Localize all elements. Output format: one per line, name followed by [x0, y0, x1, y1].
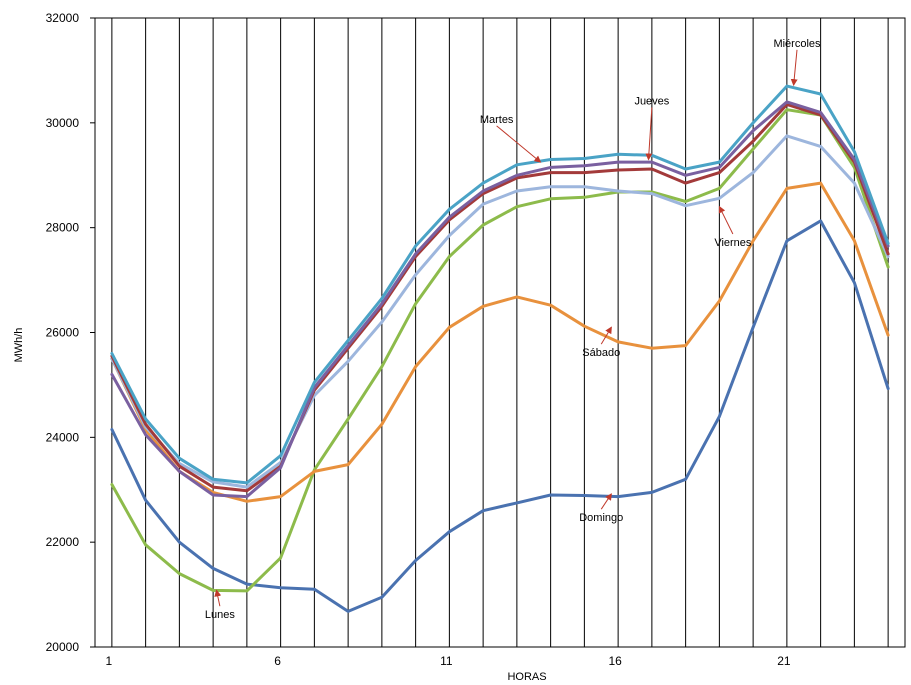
y-tick-label: 24000: [46, 430, 80, 444]
series-line-domingo: [110, 219, 890, 613]
series-line-lunes: [110, 108, 890, 593]
annotation-arrow: [214, 589, 222, 607]
series-line-sabado: [110, 181, 890, 503]
y-tick-label: 22000: [46, 535, 80, 549]
series-line-jueves: [110, 100, 890, 499]
annotation-arrow: [645, 107, 653, 161]
y-tick-label: 28000: [46, 221, 80, 235]
annotation-label: Miércoles: [773, 38, 821, 50]
series-line-martes: [110, 103, 890, 493]
annotations: Miércoles Jueves Martes Viernes Sábado Doming…: [205, 38, 821, 621]
annotation-label: Sábado: [582, 347, 620, 359]
y-axis-label: MWh/h: [13, 328, 25, 363]
x-tick-label: 1: [106, 654, 113, 668]
annotation-arrow: [600, 326, 612, 345]
x-tick-label: 16: [608, 654, 622, 668]
y-tick-label: 32000: [46, 11, 80, 25]
series-line-miercoles: [110, 84, 890, 485]
y-axis: 20000 22000 24000 26000 28000 30000 32000: [46, 11, 95, 654]
x-axis: 1 6 11 16 21: [106, 654, 791, 668]
grid: [111, 18, 889, 647]
annotation-label: Jueves: [634, 95, 669, 107]
annotation-arrow: [718, 205, 734, 235]
y-tick-label: 30000: [46, 116, 80, 130]
annotation-label: Lunes: [205, 609, 235, 621]
series-lines: [110, 84, 890, 613]
x-tick-label: 21: [777, 654, 791, 668]
y-tick-label: 26000: [46, 326, 80, 340]
annotation-label: Viernes: [714, 237, 752, 249]
x-tick-label: 11: [440, 654, 453, 668]
x-axis-label: HORAS: [507, 671, 546, 683]
x-tick-label: 6: [274, 654, 281, 668]
annotation-arrow: [790, 49, 798, 87]
annotation-label: Domingo: [579, 512, 623, 524]
annotation-label: Martes: [480, 114, 514, 126]
annotation-arrow: [600, 493, 612, 510]
annotation-arrow: [496, 125, 542, 163]
y-tick-label: 20000: [46, 640, 80, 654]
series-line-viernes: [110, 134, 890, 489]
